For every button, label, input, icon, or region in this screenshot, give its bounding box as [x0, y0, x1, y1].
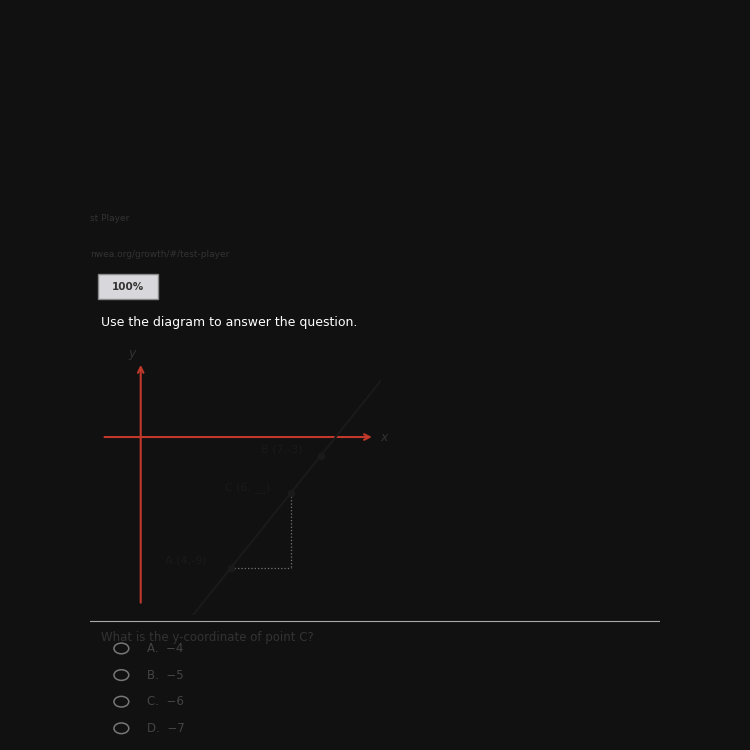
Bar [98, 274, 158, 299]
Text: st Player: st Player [90, 214, 129, 223]
Text: What is the y-coordinate of point C?: What is the y-coordinate of point C? [101, 632, 314, 644]
Text: C (6, __): C (6, __) [225, 482, 270, 494]
Text: B.  −5: B. −5 [147, 668, 184, 682]
Text: nwea.org/growth/#/test-player: nwea.org/growth/#/test-player [90, 250, 230, 259]
Text: y: y [128, 347, 136, 360]
Text: B (7,-3): B (7,-3) [261, 445, 302, 455]
Text: A.  −4: A. −4 [147, 642, 183, 655]
Text: 100%: 100% [111, 281, 144, 292]
Text: x: x [381, 430, 388, 443]
Text: C.  −6: C. −6 [147, 695, 184, 708]
Text: A (4,-9): A (4,-9) [165, 556, 206, 566]
Text: Use the diagram to answer the question.: Use the diagram to answer the question. [101, 316, 358, 329]
Text: D.  −7: D. −7 [147, 722, 184, 735]
